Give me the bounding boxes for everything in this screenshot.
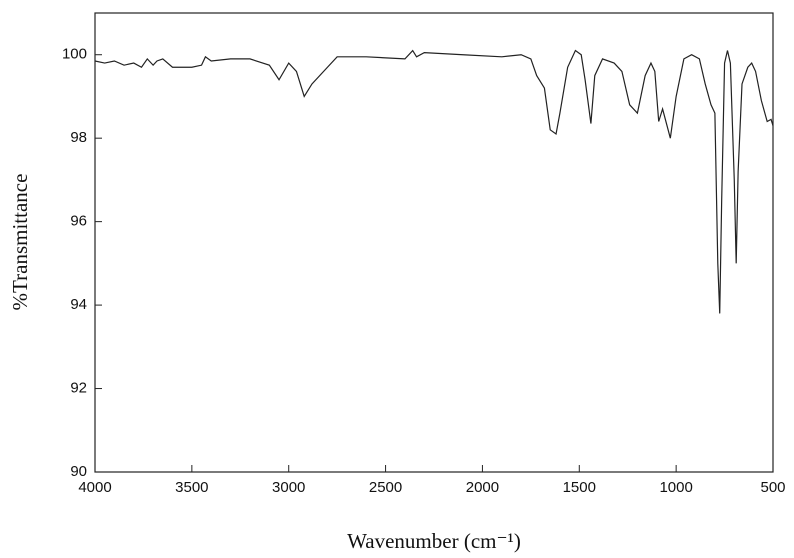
y-tick-label: 90 (70, 463, 87, 480)
plot-frame (94, 12, 774, 473)
spectrum-line (94, 49, 774, 314)
x-tick-label: 3000 (272, 479, 305, 496)
y-tick-label: 92 (70, 380, 87, 397)
x-tick-label: 1000 (659, 479, 692, 496)
x-axis-label: Wavenumber (cm⁻¹) (347, 529, 521, 553)
x-tick-label: 3500 (175, 479, 208, 496)
x-tick-label: 2500 (369, 479, 402, 496)
y-tick-label: 96 (70, 213, 87, 230)
y-axis-label: %Transmittance (8, 174, 32, 311)
x-tick-label: 500 (760, 479, 785, 496)
y-tick-label: 98 (70, 129, 87, 146)
y-tick-label: 100 (62, 46, 87, 63)
x-tick-label: 4000 (78, 479, 111, 496)
y-tick-label: 94 (70, 296, 87, 313)
x-tick-label: 1500 (563, 479, 596, 496)
x-tick-label: 2000 (466, 479, 499, 496)
